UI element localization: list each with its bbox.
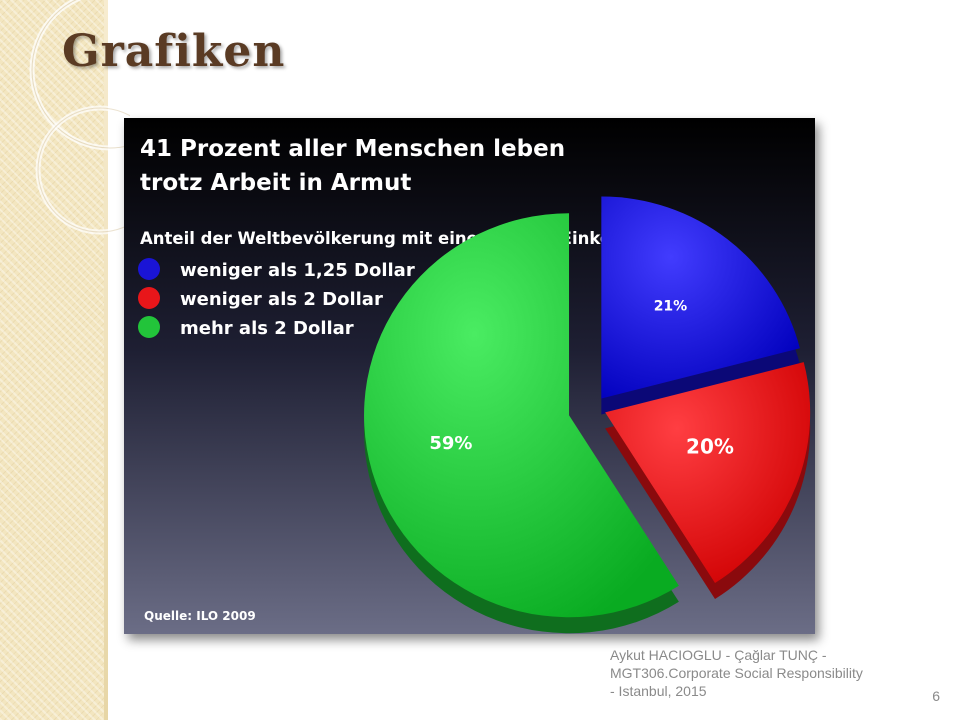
chart-source: Quelle: ILO 2009 [144,609,256,623]
legend-swatch-3 [138,316,160,338]
pie-slice-label-1: 21% [654,299,688,315]
pie-slices [364,196,811,634]
decorative-rings [29,0,130,235]
legend-label-3: mehr als 2 Dollar [180,318,354,339]
chart-title-line-1: 41 Prozent aller Menschen leben [140,136,565,162]
pie-slice-label-2: 20% [686,434,734,458]
legend-swatch-1 [138,258,160,280]
chart-legend: weniger als 1,25 Dollar weniger als 2 Dol… [138,258,415,339]
pie-slice-2 [605,362,811,583]
legend-swatch-2 [138,287,160,309]
legend-label-2: weniger als 2 Dollar [180,289,383,310]
slide-footer: Aykut HACIOGLU - Çağlar TUNÇ - MGT306.Co… [610,647,863,699]
page-number: 6 [932,688,940,704]
legend-label-1: weniger als 1,25 Dollar [180,260,415,281]
pie-slice-label-3: 59% [429,433,472,454]
chart-subtitle: Anteil der Weltbevölkerung mit einem Tag… [140,229,727,248]
pie-chart: 41 Prozent aller Menschen leben trotz Ar… [124,118,815,634]
pie-slice-1 [601,196,800,399]
slide-title: Grafiken [62,26,286,77]
pie-slice-3 [364,213,679,618]
pie-chart-image: 41 Prozent aller Menschen leben trotz Ar… [124,118,815,634]
chart-title-line-2: trotz Arbeit in Armut [140,170,411,196]
side-strip-edge [104,0,108,720]
pie-slice-labels: 21% 20% 59% [429,299,734,459]
